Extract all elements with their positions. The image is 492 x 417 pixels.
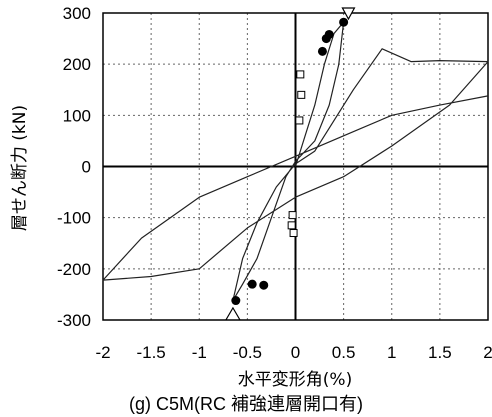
circle-marker [231, 296, 241, 306]
circle-marker [317, 46, 327, 56]
triangle-up-marker [224, 306, 241, 321]
x-tick-label: -1.5 [136, 343, 165, 362]
circle-marker [324, 29, 334, 39]
y-tick-label: 100 [63, 106, 91, 125]
x-tick-label: -1 [192, 343, 207, 362]
y-tick-label: 200 [63, 55, 91, 74]
x-tick-label: -2 [95, 343, 110, 362]
series-curves [102, 21, 489, 302]
square-marker [296, 70, 305, 79]
circle-marker [259, 280, 269, 290]
square-marker [288, 211, 297, 220]
x-tick-label: 1 [387, 343, 396, 362]
triangle-down-marker [341, 7, 356, 21]
x-tick-label: 0.5 [332, 343, 356, 362]
markers [224, 7, 356, 321]
y-tick-label: 0 [82, 158, 91, 177]
x-tick-label: 1.5 [428, 343, 452, 362]
y-tick-label: -100 [57, 209, 91, 228]
tick-labels: -2 -1.5 -1 -0.5 0 0.5 1 1.5 2 300 200 100 0 -100 -200 -… [57, 4, 492, 362]
figure-caption: (g) C5M(RC 補強連層開口有) [129, 394, 363, 414]
circle-marker [339, 17, 349, 27]
square-marker [287, 221, 296, 230]
circle-marker [247, 279, 257, 289]
x-axis-label: 水平変形角(%) [238, 370, 352, 390]
x-tick-label: -0.5 [233, 343, 262, 362]
square-marker [295, 116, 304, 125]
square-marker [289, 229, 298, 238]
x-tick-label: 0 [291, 343, 300, 362]
series-line [102, 21, 489, 302]
y-tick-label: -200 [57, 260, 91, 279]
y-tick-label: -300 [57, 311, 91, 330]
y-axis-label: 層せん断力 (kN) [10, 105, 30, 231]
y-tick-label: 300 [63, 4, 91, 23]
x-tick-label: 2 [483, 343, 492, 362]
square-marker [297, 90, 306, 99]
